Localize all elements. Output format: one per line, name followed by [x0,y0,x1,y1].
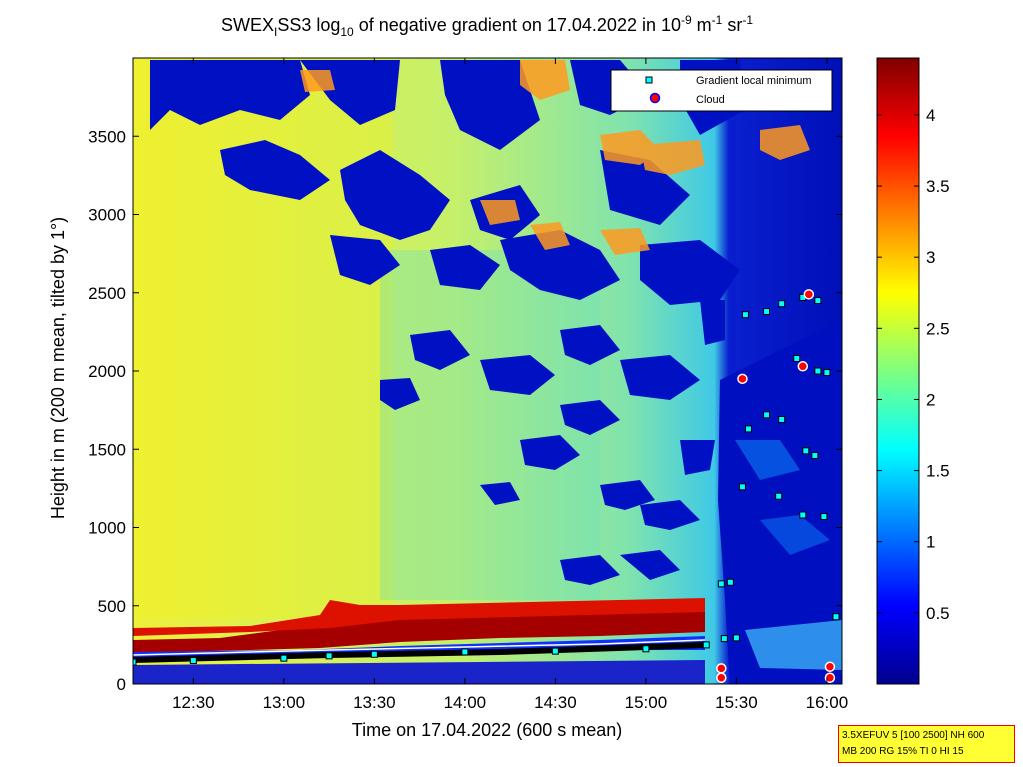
y-tick-label: 1000 [88,519,126,538]
cloud-point [737,373,748,385]
local-minimum-point [775,492,783,500]
y-axis-label: Height in m (200 m mean, tilted by 1°) [48,217,68,519]
info-box: 3.5XEFUV 5 [100 2500] NH 600 MB 200 RG 1… [838,725,1015,763]
local-minimum-point [823,369,831,377]
cloud-point [824,672,836,683]
local-minimum-point [820,513,828,521]
x-axis-label: Time on 17.04.2022 (600 s mean) [352,720,623,740]
local-minimum-point [551,647,559,655]
cloud-point [716,672,727,683]
cloud-point [716,663,727,674]
local-minimum-point [133,658,137,666]
local-minimum-point [717,580,725,588]
y-tick-label: 3000 [88,206,126,225]
colorbar-tick-label: 1 [926,533,935,552]
colorbar-tick-label: 1.5 [926,462,950,481]
cloud-point [803,289,815,300]
heatmap [133,58,842,684]
cloud-point [797,361,809,372]
local-minimum-point [370,650,378,658]
x-tick-label: 16:00 [806,693,849,712]
y-tick-label: 2000 [88,362,126,381]
colorbar: 0.5 1 1.5 2 2.5 3 3.5 4 [876,57,950,685]
local-minimum-point [325,652,333,660]
local-minimum-point [832,613,840,621]
x-tick-label: 15:30 [715,693,758,712]
local-minimum-point [811,452,819,460]
local-minimum-point [642,645,650,653]
local-minimum-point [778,300,786,308]
warm-patches [300,60,810,255]
local-minimum-point [744,425,752,433]
legend-circle-marker [649,92,661,104]
x-tick-label: 13:00 [263,693,306,712]
legend: Gradient local minimum Cloud [610,69,833,112]
colorbar-tick-label: 0.5 [926,604,950,623]
local-minimum-point [802,447,810,455]
local-minimum-point [280,654,288,662]
local-minimum-point [741,311,749,319]
x-axis: 12:30 13:00 13:30 14:00 14:30 15:00 15:30 16:00 [172,58,848,712]
x-tick-label: 14:30 [534,693,577,712]
local-minimum-point [763,411,771,419]
local-minimum-point [793,354,801,362]
info-line-2: MB 200 RG 15% TI 0 HI 15 [842,746,964,757]
local-minimum-point [189,657,197,665]
local-minimum-point [738,483,746,491]
local-minimum-point [720,635,728,643]
y-tick-label: 1500 [88,440,126,459]
colorbar-tick-label: 4 [926,106,935,125]
chart-title: SWEXISS3 log10 of negative gradient on 1… [221,13,753,39]
legend-entry-cloud: Cloud [696,94,725,106]
local-minimum-point [702,641,710,649]
colorbar-tick-label: 3 [926,248,935,267]
cloud-point [824,661,836,673]
x-tick-label: 15:00 [625,693,668,712]
legend-square-marker [645,76,653,84]
y-tick-label: 2500 [88,284,126,303]
legend-entry-local-minimum: Gradient local minimum [696,75,812,87]
x-tick-label: 14:00 [444,693,487,712]
local-minimum-point [778,416,786,424]
x-tick-label: 13:30 [353,693,396,712]
local-minimum-point [726,578,734,586]
y-axis: 0 500 1000 1500 2000 2500 3000 3500 [88,127,842,694]
local-minimum-point [732,634,740,642]
local-minimum-point [814,297,822,305]
x-tick-label: 12:30 [172,693,215,712]
local-minimum-point [461,648,469,656]
local-minimum-point [841,611,842,619]
colorbar-tick-label: 2.5 [926,319,950,338]
local-minimum-point [799,511,807,519]
local-minimum-point [814,367,822,375]
colorbar-tick-label: 3.5 [926,177,950,196]
points-layer [133,289,842,683]
local-minimum-point [763,308,771,316]
info-line-1: 3.5XEFUV 5 [100 2500] NH 600 [842,730,985,741]
colorbar-tick-label: 2 [926,390,935,409]
y-tick-label: 3500 [88,127,126,146]
y-tick-label: 0 [117,675,126,694]
y-tick-label: 500 [98,597,126,616]
